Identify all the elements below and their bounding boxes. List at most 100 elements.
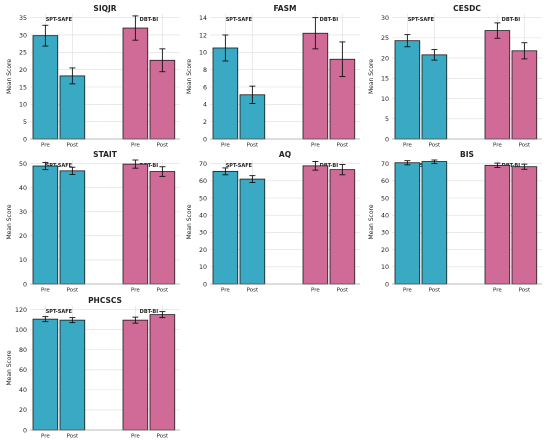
bar [122, 163, 149, 285]
bar [394, 162, 421, 285]
chart-panel-phcscs: 0 20 40 60 80 100 120 PHCSCS Mean Score SPT-SAFE D… [6, 296, 180, 440]
x-tick-label: Post [337, 143, 349, 149]
y-axis-label: Mean Score [6, 59, 13, 94]
x-tick-label: Pre [221, 143, 230, 149]
group-label: SPT-SAFE [408, 17, 435, 23]
chart-panel-stait: 0 10 20 30 40 50 STAIT Mean Score SPT-SAFE DBT-BI… [6, 150, 180, 294]
group-label: SPT-SAFE [46, 163, 73, 169]
bar [302, 32, 329, 140]
x-tick-label: Pre [131, 288, 140, 294]
y-tick-label: 60 [19, 367, 27, 374]
x-tick-label: Post [67, 434, 79, 440]
x-tick-label: Post [429, 143, 441, 149]
x-tick-label: Post [67, 143, 79, 149]
bar [511, 166, 538, 285]
y-tick-label: 5 [23, 119, 27, 126]
chart-title: STAIT [93, 150, 118, 159]
y-tick-label: 120 [15, 307, 27, 314]
y-tick-label: 30 [381, 230, 389, 237]
bar [122, 319, 149, 431]
chart-panel-fasm: 0 2 4 6 8 10 12 14 FASM Mean Score SPT-SAFE DBT-BI P… [186, 4, 360, 149]
x-tick-label: Pre [493, 288, 502, 294]
group-label: DBT-BI [502, 17, 521, 23]
chart-panel-aq: 0 10 20 30 40 50 60 70 AQ Mean Score SPT-SAFE DBT-B… [186, 150, 360, 294]
chart-title: AQ [279, 150, 291, 159]
y-tick-label: 10 [199, 264, 207, 271]
x-tick-label: Post [519, 143, 531, 149]
y-tick-label: 40 [381, 213, 389, 220]
y-tick-label: 14 [199, 15, 207, 22]
group-label: SPT-SAFE [408, 163, 435, 169]
chart-title: SIQJR [93, 4, 116, 13]
y-tick-label: 30 [199, 230, 207, 237]
y-tick-label: 40 [19, 185, 27, 192]
y-tick-label: 70 [199, 161, 207, 168]
y-tick-label: 0 [23, 427, 27, 434]
y-tick-label: 0 [385, 281, 389, 288]
y-tick-label: 5 [385, 116, 389, 123]
x-tick-label: Post [247, 288, 259, 294]
y-tick-label: 50 [381, 195, 389, 202]
group-label: SPT-SAFE [226, 17, 253, 23]
y-tick-label: 30 [381, 15, 389, 22]
y-tick-label: 25 [381, 35, 389, 42]
bar [59, 319, 86, 431]
group-label: DBT-BI [502, 163, 521, 169]
y-tick-label: 20 [19, 407, 27, 414]
chart-panel-cesdc: 0 5 10 15 20 25 30 CESDC Mean Score SPT-SAFE DBT-B… [368, 4, 542, 149]
chart-title: PHCSCS [88, 296, 122, 305]
bar [484, 164, 511, 285]
y-tick-label: 40 [199, 213, 207, 220]
group-label: SPT-SAFE [226, 163, 253, 169]
y-tick-label: 20 [19, 67, 27, 74]
x-tick-label: Pre [403, 288, 412, 294]
y-tick-label: 4 [203, 102, 207, 109]
y-tick-label: 2 [203, 119, 207, 126]
y-tick-label: 12 [199, 32, 207, 39]
y-tick-label: 8 [203, 67, 207, 74]
x-tick-label: Pre [41, 434, 50, 440]
chart-title: BIS [460, 150, 474, 159]
y-tick-label: 50 [199, 195, 207, 202]
y-tick-label: 30 [19, 209, 27, 216]
x-tick-label: Pre [131, 143, 140, 149]
y-tick-label: 40 [19, 387, 27, 394]
x-tick-label: Post [67, 288, 79, 294]
y-tick-label: 6 [203, 84, 207, 91]
x-tick-label: Pre [403, 143, 412, 149]
bar [32, 318, 59, 431]
group-label: DBT-BI [320, 163, 339, 169]
y-axis-label: Mean Score [6, 204, 13, 239]
y-tick-label: 60 [199, 178, 207, 185]
bar [122, 27, 149, 140]
y-axis-label: Mean Score [6, 350, 13, 385]
x-tick-label: Pre [41, 288, 50, 294]
group-label: SPT-SAFE [46, 309, 73, 315]
y-tick-label: 0 [203, 281, 207, 288]
x-tick-label: Post [157, 143, 169, 149]
bar [329, 169, 356, 285]
bar [149, 314, 176, 431]
group-label: DBT-BI [140, 163, 159, 169]
y-tick-label: 20 [381, 55, 389, 62]
chart-panel-bis: 0 10 20 30 40 50 60 70 BIS Mean Score SPT-SAFE DBT-… [368, 150, 542, 294]
y-tick-label: 20 [381, 247, 389, 254]
y-tick-label: 10 [381, 96, 389, 103]
y-tick-label: 25 [19, 50, 27, 57]
x-tick-label: Pre [41, 143, 50, 149]
x-tick-label: Pre [493, 143, 502, 149]
x-tick-label: Post [429, 288, 441, 294]
y-tick-label: 10 [19, 102, 27, 109]
y-tick-label: 35 [19, 15, 27, 22]
y-tick-label: 20 [199, 247, 207, 254]
bar [484, 30, 511, 140]
x-tick-label: Pre [311, 143, 320, 149]
x-tick-label: Post [247, 143, 259, 149]
y-tick-label: 0 [385, 136, 389, 143]
bar [212, 170, 239, 285]
y-tick-label: 10 [19, 257, 27, 264]
y-tick-label: 50 [19, 161, 27, 168]
bar [212, 47, 239, 140]
bar [511, 50, 538, 140]
